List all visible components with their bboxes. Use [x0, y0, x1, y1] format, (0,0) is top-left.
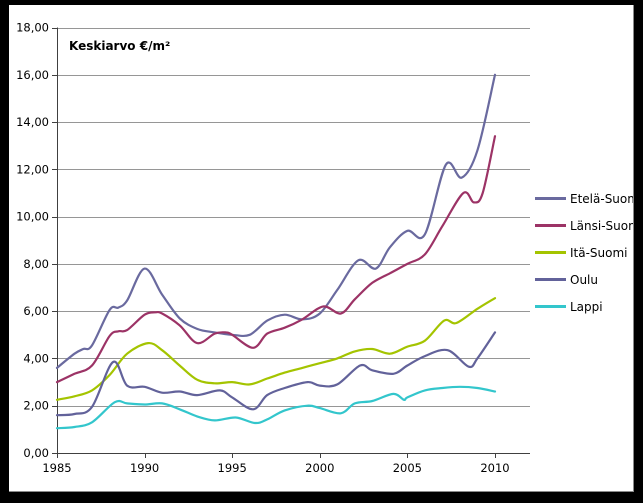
legend-item-lappi: Lappi: [535, 293, 633, 320]
legend-line-swatch: [535, 278, 566, 281]
chart-legend: Etelä-Suomi Länsi-Suomi Itä-Suomi Oulu L…: [535, 185, 633, 320]
chart-canvas: 0,00 2,00 4,00 6,00 8,00 10,00 12,00 14,00 16,00…: [9, 5, 634, 492]
y-tick-label: 14,00: [16, 115, 49, 129]
legend-line-swatch: [535, 305, 566, 308]
legend-item-ita-suomi: Itä-Suomi: [535, 239, 633, 266]
y-tick-label: 16,00: [16, 68, 49, 82]
x-tick-label: 2000: [305, 461, 334, 475]
series-line-lappi: [55, 385, 497, 430]
x-tick-label: 2005: [393, 461, 422, 475]
y-tick-label: 12,00: [16, 162, 49, 176]
legend-label: Lappi: [570, 299, 603, 314]
y-tick-label: 10,00: [16, 210, 49, 224]
legend-line-swatch: [535, 224, 566, 227]
legend-label: Länsi-Suomi: [570, 218, 633, 233]
x-tick-label: 1990: [130, 461, 159, 475]
series-line-etel-suomi: [55, 73, 497, 369]
legend-line-swatch: [535, 197, 566, 200]
legend-line-swatch: [535, 251, 566, 254]
legend-label: Oulu: [570, 272, 598, 287]
y-tick-label: 18,00: [16, 21, 49, 35]
legend-item-lansi-suomi: Länsi-Suomi: [535, 212, 633, 239]
x-tick-label: 2010: [480, 461, 509, 475]
series-line-oulu: [55, 331, 497, 417]
legend-item-oulu: Oulu: [535, 266, 633, 293]
series-line-l-nsi-suomi: [55, 135, 497, 384]
x-tick-label: 1985: [42, 461, 71, 475]
legend-label: Itä-Suomi: [570, 245, 628, 260]
legend-label: Etelä-Suomi: [570, 191, 633, 206]
series-line-it-suomi: [55, 297, 497, 401]
y-tick-label: 2,00: [23, 399, 49, 413]
y-tick-label: 4,00: [23, 351, 49, 365]
y-tick-label: 6,00: [23, 304, 49, 318]
y-tick-label: 8,00: [23, 257, 49, 271]
x-tick-label: 1995: [218, 461, 247, 475]
line-chart-plot: 0,00 2,00 4,00 6,00 8,00 10,00 12,00 14,00 16,00…: [16, 21, 530, 475]
y-tick-label: 0,00: [23, 446, 49, 460]
chart-title: Keskiarvo €/m²: [69, 39, 171, 53]
legend-item-etela-suomi: Etelä-Suomi: [535, 185, 633, 212]
